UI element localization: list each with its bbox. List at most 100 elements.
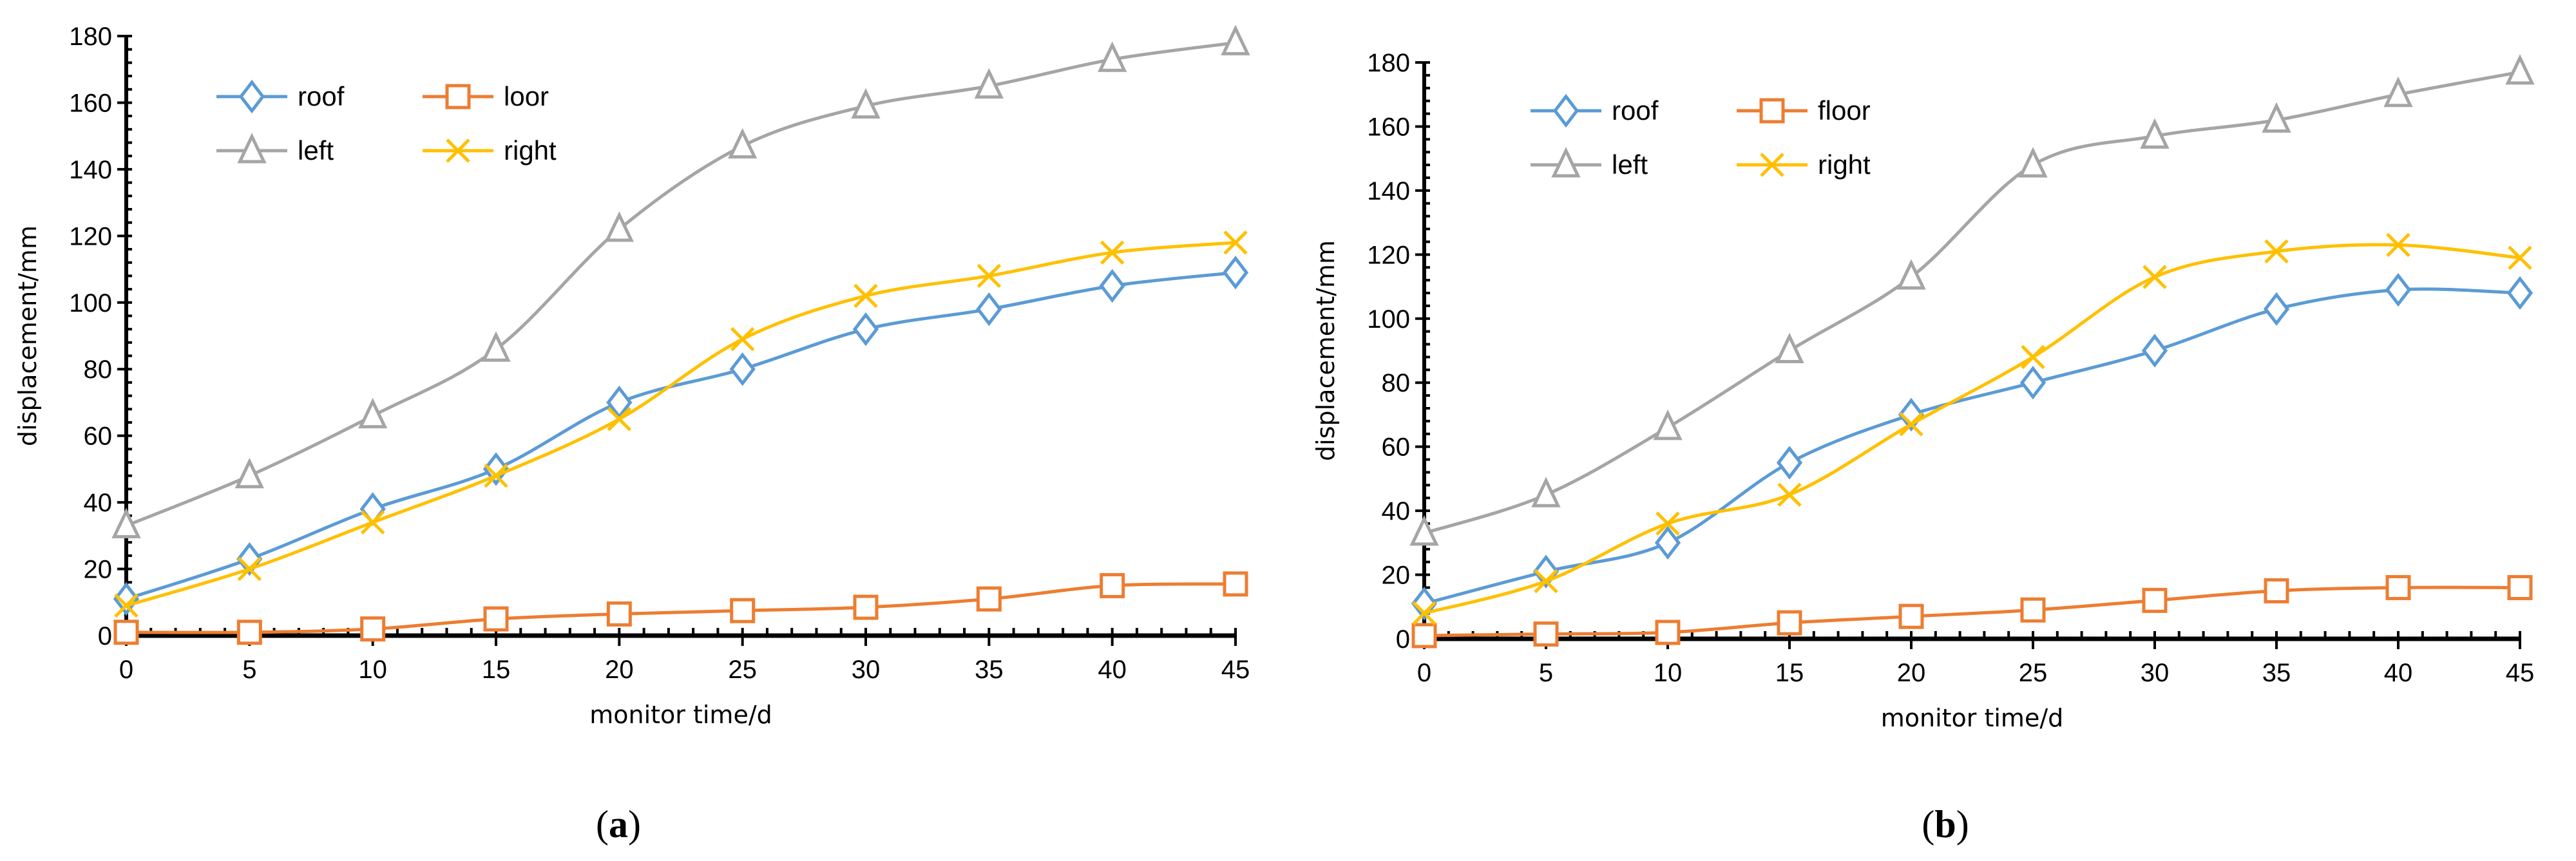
square-marker [483,606,509,632]
x-marker [484,463,508,488]
y-tick-label: 100 [1367,305,1410,334]
y-tick-label: 20 [84,556,113,584]
x-marker [114,593,138,618]
y-tick-label: 140 [69,156,112,184]
triangle-marker [1097,41,1127,72]
square-marker [1759,98,1785,124]
x-marker [1777,482,1802,507]
series-line-roof [126,270,1236,601]
triangle-marker [604,211,634,242]
x-marker [360,510,385,535]
square-marker [1898,603,1924,629]
x-marker [2264,239,2289,264]
diamond-marker [1411,587,1438,621]
x-tick-label: 30 [852,656,881,684]
series-line-left [1424,70,2521,535]
x-tick-label: 10 [358,656,387,684]
x-tick-label: 10 [1654,659,1683,687]
triangle-marker [111,507,141,538]
square-marker [853,594,879,620]
series-line-right [1424,243,2521,615]
triangle-marker [234,457,265,489]
y-tick-label: 120 [69,222,112,251]
x-tick-label: 20 [605,656,634,684]
square-marker [1100,572,1125,598]
y-tick-label: 0 [98,622,112,650]
diamond-marker [1552,93,1579,128]
square-marker [236,620,262,645]
diamond-marker [238,79,265,114]
y-tick-label: 20 [1382,562,1411,590]
square-marker [1533,621,1559,647]
square-marker [1223,571,1248,597]
x-marker [237,556,262,582]
diamond-marker [1776,446,1803,480]
square-marker [606,601,632,627]
diamond-marker [2385,272,2412,307]
triangle-marker [2262,102,2291,133]
y-tick-label: 160 [69,89,112,117]
series-roof [113,256,1249,616]
y-tick-label: 100 [69,289,112,317]
series-right [1412,232,2532,625]
square-marker [2507,574,2533,600]
x-tick-label: 35 [975,656,1004,684]
y-tick-label: 60 [84,422,113,451]
diamond-marker [2019,366,2046,400]
x-tick-label: 20 [1897,659,1926,687]
x-marker [1100,240,1125,265]
x-axis-label: monitor time/d [589,701,772,729]
diamond-marker [2506,276,2533,310]
triangle-marker [2018,147,2048,178]
x-marker [1899,412,1923,437]
square-marker [445,84,471,109]
legend-item-roof: roof [216,79,345,114]
x-marker [1412,601,1436,625]
diamond-marker [976,292,1002,326]
square-marker [2264,578,2289,603]
square-marker [2020,597,2046,623]
x-marker [1655,511,1680,536]
square-marker [730,598,756,623]
triangle-marker [851,88,881,119]
series-line-left [126,41,1236,527]
series-line-floor [1424,585,2521,638]
triangle-marker [481,331,511,362]
series-line-roof [1424,287,2521,605]
series-left [111,24,1250,538]
x-marker [446,138,470,163]
triangle-marker [1409,515,1439,546]
diamond-marker [2263,292,2290,326]
y-tick-label: 80 [84,355,113,384]
x-tick-label: 40 [1098,656,1127,684]
x-marker [2386,232,2410,258]
series-roof [1411,272,2533,621]
y-axis-label: displacement/mm [14,225,42,446]
square-marker [113,620,139,645]
y-tick-label: 160 [1367,113,1410,141]
series-line-loor [126,582,1236,634]
x-marker [2508,245,2532,270]
legend-item-left: left [1531,147,1648,180]
diamond-marker [2141,334,2168,368]
square-marker [1777,610,1802,636]
diamond-marker [1099,269,1125,303]
x-tick-label: 15 [482,656,511,684]
triangle-marker [237,133,267,164]
x-marker [730,326,755,352]
triangle-marker [727,128,758,159]
y-tick-label: 140 [1367,177,1410,205]
triangle-marker [2505,54,2535,85]
panel-paren: ( [1922,803,1934,846]
x-tick-label: 45 [1221,656,1250,684]
legend-label: roof [1612,95,1659,126]
y-tick-label: 60 [1382,433,1411,462]
triangle-marker [1775,332,1804,363]
series-line-right [126,241,1236,607]
legend-label: roof [298,81,345,111]
y-tick-label: 80 [1382,369,1411,397]
x-marker [2142,265,2167,289]
diamond-marker [113,582,140,616]
diamond-marker [606,385,633,420]
square-marker [360,616,386,642]
